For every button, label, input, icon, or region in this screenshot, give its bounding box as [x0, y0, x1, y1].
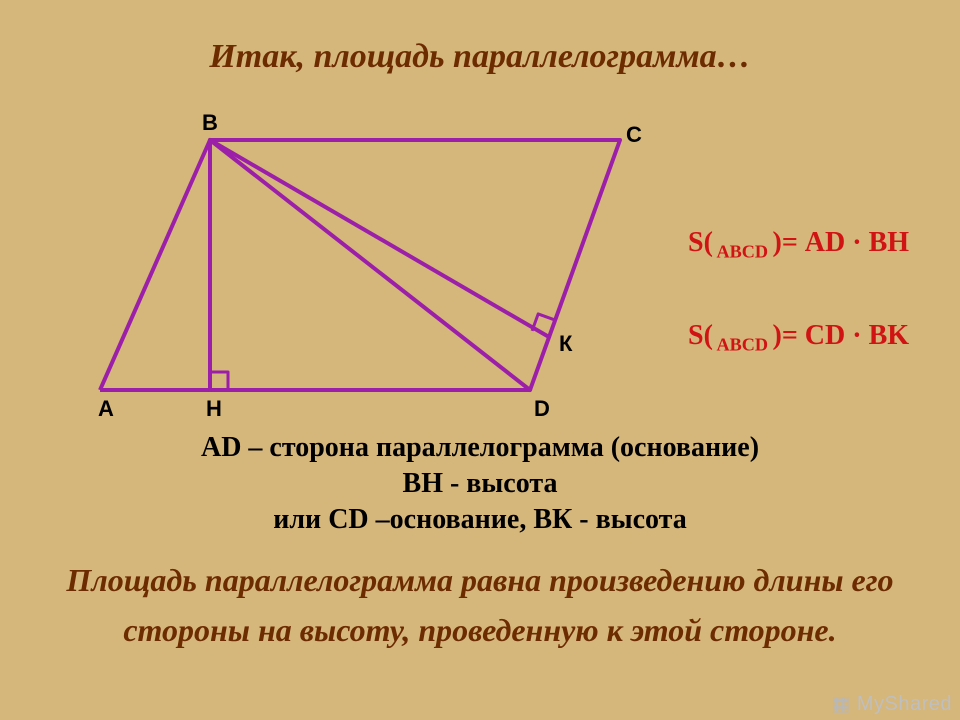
conclusion-line2: стороны на высоту, проведенную к этой ст…: [123, 612, 836, 648]
watermark: ▦ MyShared: [831, 691, 952, 716]
description-base: AD – сторона параллелограмма (основание): [0, 432, 960, 464]
description-alt: или СD –основание, ВК - высота: [0, 504, 960, 536]
watermark-text: MyShared: [857, 693, 952, 715]
diagram-container: [60, 110, 680, 435]
vertex-label-k: К: [559, 331, 572, 357]
parallelogram-diagram: [60, 110, 680, 430]
slide: Итак, площадь параллелограмма… А В С D Н…: [0, 0, 960, 720]
vertex-label-c: С: [626, 122, 642, 148]
formula-prefix: S(: [688, 320, 713, 351]
vertex-label-d: D: [534, 396, 550, 422]
vertex-label-a: А: [98, 396, 114, 422]
conclusion-line1: Площадь параллелограмма равна произведен…: [66, 562, 893, 598]
formula-prefix: S(: [688, 227, 713, 258]
vertex-label-b: В: [202, 110, 218, 136]
description-height-bh: ВН - высота: [0, 468, 960, 500]
formula-ad-bh: S( ABCD )= АD · ВН: [660, 195, 909, 295]
formula-suffix: )= СD · ВK: [773, 320, 910, 351]
formula-suffix: )= АD · ВН: [773, 227, 910, 258]
formula-subscript: ABCD: [713, 242, 773, 262]
conclusion-text: Площадь параллелограмма равна произведен…: [19, 556, 941, 655]
vertex-label-h: Н: [206, 396, 222, 422]
page-title: Итак, площадь параллелограмма…: [0, 38, 960, 76]
formula-subscript: ABCD: [713, 335, 773, 355]
formula-cd-bk: S( ABCD )= СD · ВK: [660, 288, 909, 388]
